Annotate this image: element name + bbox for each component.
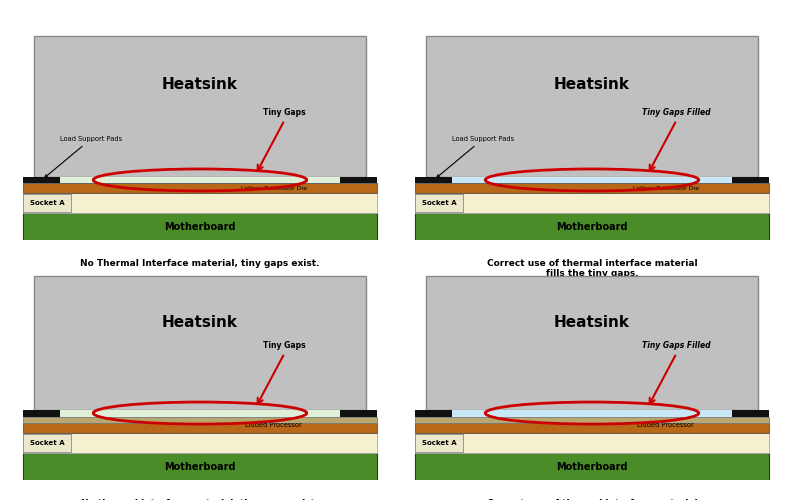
Bar (23, 214, 377, 240)
Bar (340, 410, 377, 416)
Text: Tiny Gaps: Tiny Gaps (263, 108, 306, 117)
Text: No Thermal Interface material, tiny gaps exist.: No Thermal Interface material, tiny gaps… (80, 259, 320, 268)
Bar (23, 176, 60, 184)
Text: Tiny Gaps Filled: Tiny Gaps Filled (642, 341, 711, 350)
Text: Socket A: Socket A (30, 440, 65, 446)
Bar (732, 176, 769, 184)
Bar (34, 276, 366, 409)
Bar (452, 410, 732, 416)
Bar (415, 193, 769, 214)
Text: Load Support Pads: Load Support Pads (45, 136, 122, 177)
Bar (60, 410, 340, 416)
Bar (452, 176, 732, 184)
Text: Correct use of thermal interface material
fills the tiny gaps.: Correct use of thermal interface materia… (486, 499, 698, 500)
Text: Tiny Gaps Filled: Tiny Gaps Filled (642, 108, 711, 117)
Text: Socket A: Socket A (30, 200, 65, 206)
Bar (426, 36, 758, 176)
Text: Socket A: Socket A (422, 440, 457, 446)
Bar (340, 176, 377, 184)
Text: Load Support Pads: Load Support Pads (437, 136, 514, 177)
Text: Motherboard: Motherboard (556, 222, 628, 232)
Text: Lidded Processor: Lidded Processor (246, 422, 302, 428)
Bar (415, 454, 769, 480)
Bar (23, 424, 377, 433)
Bar (415, 214, 769, 240)
Bar (415, 424, 769, 433)
Bar (415, 184, 769, 193)
Bar (415, 410, 452, 416)
Bar (23, 454, 377, 480)
Text: Tiny Gaps: Tiny Gaps (263, 341, 306, 350)
Text: Heatsink: Heatsink (162, 78, 238, 92)
Bar (60, 176, 340, 184)
Text: Socket A: Socket A (422, 200, 457, 206)
Text: Lidless Processor Die: Lidless Processor Die (241, 186, 306, 190)
Text: Correct use of thermal interface material
fills the tiny gaps.: Correct use of thermal interface materia… (486, 259, 698, 278)
Text: Lidless Processor Die: Lidless Processor Die (633, 186, 698, 190)
Text: Motherboard: Motherboard (164, 222, 236, 232)
Bar (732, 410, 769, 416)
Bar (34, 36, 366, 176)
Bar (23, 184, 377, 193)
Text: Motherboard: Motherboard (164, 462, 236, 471)
Bar (426, 276, 758, 409)
Text: No thermal interface material, tiny gaps exist.: No thermal interface material, tiny gaps… (82, 499, 318, 500)
Text: Motherboard: Motherboard (556, 462, 628, 471)
Bar (415, 416, 769, 424)
Bar (23, 416, 377, 424)
Bar (23, 410, 60, 416)
Bar (23, 433, 377, 454)
Bar (23, 194, 71, 212)
Text: Lidded Processor: Lidded Processor (638, 422, 694, 428)
Text: Heatsink: Heatsink (162, 315, 238, 330)
Bar (415, 434, 463, 452)
Bar (23, 434, 71, 452)
Text: Heatsink: Heatsink (554, 315, 630, 330)
Text: Heatsink: Heatsink (554, 78, 630, 92)
Bar (415, 194, 463, 212)
Bar (415, 176, 452, 184)
Bar (23, 193, 377, 214)
Bar (415, 433, 769, 454)
